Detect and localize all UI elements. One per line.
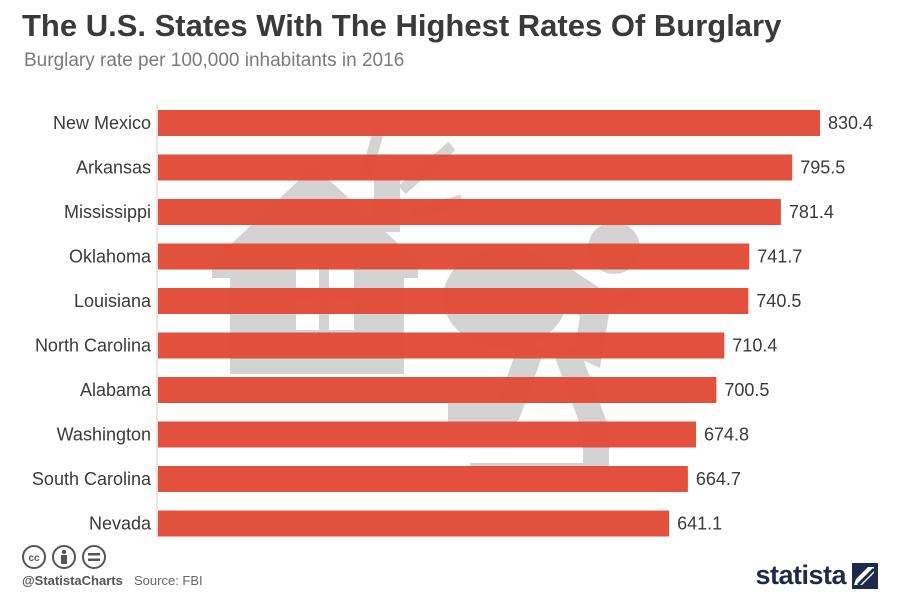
category-label: Louisiana [74, 291, 152, 311]
category-label: Washington [57, 425, 151, 445]
svg-text:cc: cc [28, 553, 40, 564]
statista-charts-handle: @StatistaCharts [22, 573, 123, 588]
no-derivatives-icon [82, 545, 106, 569]
category-labels: New Mexico Arkansas Mississippi Oklahoma Lou… [32, 113, 152, 534]
cc-icon: cc [22, 545, 46, 569]
value-label: 740.5 [756, 291, 801, 311]
statista-wordmark: statista [755, 560, 846, 590]
value-label: 741.7 [757, 247, 802, 267]
value-label: 830.4 [828, 113, 873, 133]
bar-south-carolina [158, 466, 688, 492]
attribution-icon [52, 545, 76, 569]
category-label: North Carolina [35, 336, 152, 356]
source-note: Source: FBI [134, 573, 203, 588]
chart-title: The U.S. States With The Highest Rates O… [22, 8, 782, 43]
value-label: 700.5 [724, 380, 769, 400]
category-label: Nevada [89, 514, 152, 534]
bar-new-mexico [158, 110, 820, 136]
value-label: 795.5 [800, 158, 845, 178]
bars-group [158, 110, 820, 537]
category-label: Mississippi [64, 202, 151, 222]
category-label: South Carolina [32, 469, 152, 489]
value-label: 664.7 [696, 469, 741, 489]
bar-washington [158, 421, 696, 448]
category-label: New Mexico [53, 113, 151, 133]
bar-arkansas [158, 154, 793, 181]
value-label: 781.4 [789, 202, 834, 222]
category-label: Oklahoma [69, 247, 152, 267]
bar-north-carolina [158, 332, 725, 359]
bar-oklahoma [158, 243, 750, 270]
bar-nevada [158, 510, 670, 537]
chart-subtitle: Burglary rate per 100,000 inhabitants in… [24, 50, 405, 71]
value-label: 710.4 [732, 336, 777, 356]
statista-logo-icon [852, 562, 878, 589]
value-label: 674.8 [704, 425, 749, 445]
bar-mississippi [158, 199, 781, 225]
category-label: Alabama [80, 380, 152, 400]
value-label: 641.1 [677, 514, 722, 534]
bar-alabama [158, 377, 717, 403]
license-icons: cc [22, 545, 106, 569]
category-label: Arkansas [76, 158, 151, 178]
footer-left: cc @StatistaCharts Source: FBI [22, 545, 282, 595]
statista-brand[interactable]: statista [755, 560, 878, 591]
bar-louisiana [158, 288, 749, 314]
value-labels: 830.4 795.5 781.4 741.7 740.5 710.4 700.5 674.8… [677, 113, 873, 534]
